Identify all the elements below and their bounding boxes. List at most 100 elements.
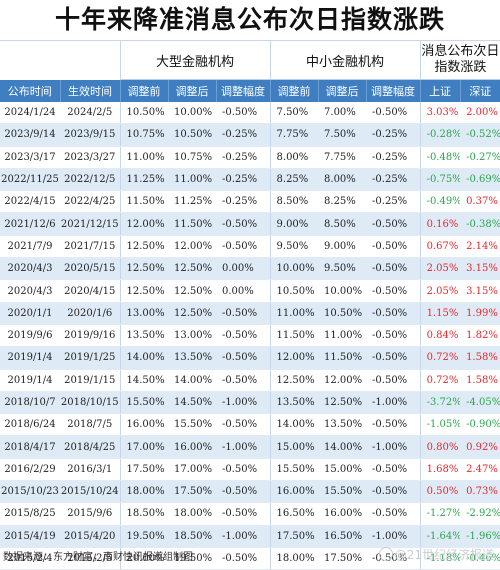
table-cell: 14.00% <box>269 413 319 437</box>
table-cell: 2020/1/1 <box>0 302 60 325</box>
table-cell: 2019/1/4 <box>0 346 60 370</box>
table-cell: 0.84% <box>419 324 461 348</box>
table-cell: 8.25% <box>318 190 367 214</box>
table-cell: 11.25% <box>119 168 168 192</box>
table-cell: 2015/4/19 <box>0 525 60 548</box>
table-cell: 12.00% <box>119 212 168 236</box>
table-cell: 10.00% <box>318 279 367 303</box>
table-cell: 11.25% <box>168 190 216 214</box>
table-body: 2024/1/24 2024/2/5 10.50% 10.00% -0.50% 7.50%… <box>0 102 500 570</box>
table-cell: 12.00% <box>318 369 367 392</box>
table-cell: -2.92% <box>460 502 500 526</box>
table-cell: 18.50% <box>168 525 216 548</box>
group-blank <box>0 40 120 80</box>
table-cell: 16.50% <box>318 525 367 548</box>
watermark: @21世纪经济报道 <box>378 546 494 563</box>
table-cell: 12.50% <box>168 279 216 303</box>
table-cell: -0.50% <box>216 458 271 482</box>
table-cell: 14.00% <box>168 369 216 392</box>
table-cell: -1.00% <box>216 391 271 415</box>
table-cell: 2019/1/15 <box>60 369 120 392</box>
table-cell: 0.92% <box>460 435 500 459</box>
table-cell: 1.15% <box>419 302 461 325</box>
table-row: 2019/1/4 2019/1/15 14.50% 14.00% -0.50% 12.50… <box>0 369 500 392</box>
table-cell: 17.00% <box>119 435 168 459</box>
table-cell: 18.00% <box>168 502 216 526</box>
table-cell: 10.00% <box>269 257 319 281</box>
table-row: 2020/1/1 2020/1/6 13.00% 12.50% -0.50% 11.00%… <box>0 302 500 325</box>
table-cell: -0.50% <box>366 458 421 482</box>
table-cell: 2.47% <box>460 458 500 482</box>
table-cell: 15.50% <box>318 480 367 504</box>
table-cell: -0.50% <box>366 369 421 392</box>
table-row: 2023/9/14 2023/9/15 10.75% 10.50% -0.25% 7.75… <box>0 123 500 147</box>
table-cell: -1.64% <box>419 525 461 548</box>
table-cell: 2015/4/20 <box>60 525 120 548</box>
table-cell: 7.00% <box>318 102 367 125</box>
watermark-text: @21世纪经济报道 <box>394 548 494 562</box>
table-cell: 18.00% <box>269 547 319 570</box>
table-cell: -0.50% <box>216 324 271 348</box>
table-cell: -3.72% <box>419 391 461 415</box>
table-cell: 2015/8/25 <box>0 502 60 526</box>
table-cell: 2023/9/15 <box>60 123 120 147</box>
table-cell: 10.50% <box>269 279 319 303</box>
table-cell: 2021/12/6 <box>0 212 60 236</box>
table-cell: -0.50% <box>216 413 271 437</box>
table-cell: -0.25% <box>366 123 421 147</box>
table-cell: 0.72% <box>419 369 461 392</box>
table-cell: 9.50% <box>269 235 319 259</box>
table-cell: 12.50% <box>119 279 168 303</box>
table-row: 2024/1/24 2024/2/5 10.50% 10.00% -0.50% 7.50%… <box>0 102 500 125</box>
table-cell: 0.37% <box>460 190 500 214</box>
table-row: 2021/12/6 2021/12/15 12.00% 11.50% -0.50% 9.0… <box>0 212 500 236</box>
table-cell: 2022/4/15 <box>0 190 60 214</box>
column-header: 生效时间 <box>60 79 121 102</box>
table-cell: 13.00% <box>119 302 168 325</box>
table-cell: 15.50% <box>168 413 216 437</box>
table-cell: 10.50% <box>168 123 216 147</box>
table-cell: -1.00% <box>216 435 271 459</box>
table-cell: 11.00% <box>269 302 319 325</box>
table-cell: 0.72% <box>419 346 461 370</box>
table-cell: -0.25% <box>216 123 271 147</box>
table-cell: 11.00% <box>318 324 367 348</box>
table-cell: 2019/1/25 <box>60 346 120 370</box>
table-cell: 12.00% <box>269 346 319 370</box>
table-cell: 10.75% <box>168 146 216 169</box>
table-cell: 2.14% <box>460 235 500 259</box>
table-cell: 2020/1/6 <box>60 302 120 325</box>
table-cell: 14.00% <box>318 435 367 459</box>
table-row: 2015/10/23 2015/10/24 18.00% 17.50% -0.50% 16… <box>0 480 500 504</box>
table-cell: 12.50% <box>269 369 319 392</box>
table-cell: 12.50% <box>119 235 168 259</box>
table-cell: -1.00% <box>216 525 271 548</box>
table-cell: 2018/6/24 <box>0 413 60 437</box>
table-cell: 3.03% <box>419 102 461 125</box>
table-cell: -0.50% <box>216 369 271 392</box>
table-cell: 16.50% <box>269 502 319 526</box>
group-small-institutions: 中小金融机构 <box>269 40 421 80</box>
table-row: 2022/11/25 2022/12/5 11.25% 11.00% -0.25% 8.2… <box>0 168 500 192</box>
table-cell: 7.75% <box>318 146 367 169</box>
table-cell: 14.50% <box>168 391 216 415</box>
table-cell: -1.96% <box>460 525 500 548</box>
table-cell: 2021/12/15 <box>60 212 120 236</box>
group-index-line2: 指数涨跌 <box>434 60 487 75</box>
table-cell: 11.00% <box>168 168 216 192</box>
table-row: 2019/9/6 2019/9/16 13.50% 13.00% -0.50% 11.50… <box>0 324 500 348</box>
table-cell: -0.25% <box>216 168 271 192</box>
table-cell: -0.50% <box>216 480 271 504</box>
table-cell: -1.05% <box>419 413 461 437</box>
table-cell: 2.00% <box>460 102 500 125</box>
table-cell: -0.50% <box>366 413 421 437</box>
table-cell: -0.52% <box>460 123 500 147</box>
table-cell: 13.50% <box>318 413 367 437</box>
table-cell: 1.68% <box>419 458 461 482</box>
table-cell: 2019/9/16 <box>60 324 120 348</box>
table-cell: -1.27% <box>419 502 461 526</box>
table-cell: -1.00% <box>366 435 421 459</box>
table-cell: 2015/9/6 <box>60 502 120 526</box>
table-row: 2019/1/4 2019/1/25 14.00% 13.50% -0.50% 12.00… <box>0 346 500 370</box>
table-cell: 15.00% <box>269 435 319 459</box>
